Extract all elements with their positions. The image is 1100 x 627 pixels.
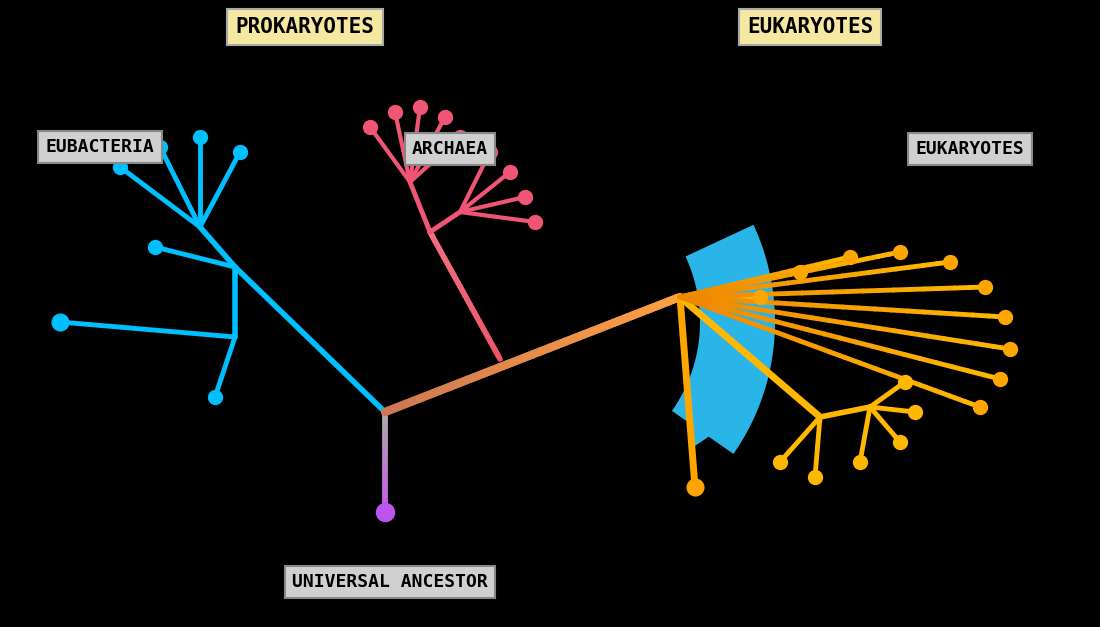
Text: EUKARYOTES: EUKARYOTES <box>915 140 1024 158</box>
Text: PROKARYOTES: PROKARYOTES <box>235 17 374 37</box>
Text: UNIVERSAL ANCESTOR: UNIVERSAL ANCESTOR <box>293 573 488 591</box>
Polygon shape <box>672 225 776 454</box>
Text: EUBACTERIA: EUBACTERIA <box>45 138 154 156</box>
Polygon shape <box>691 375 761 448</box>
Polygon shape <box>697 258 771 295</box>
Text: ARCHAEA: ARCHAEA <box>411 140 488 158</box>
Text: EUKARYOTES: EUKARYOTES <box>747 17 873 37</box>
